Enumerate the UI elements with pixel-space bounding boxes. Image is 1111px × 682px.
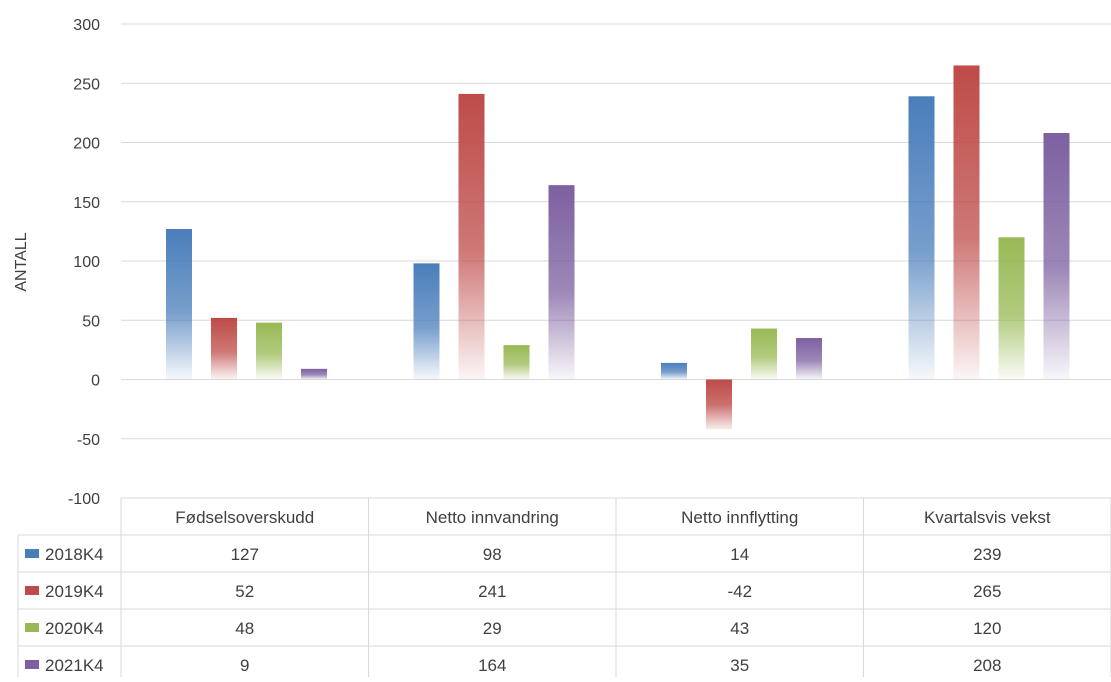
table-cell-value: 241 <box>478 582 506 601</box>
bar-2019K4-0 <box>211 317 237 380</box>
bar-2021K4-1 <box>548 185 575 380</box>
bar-2021K4-2 <box>796 338 822 380</box>
table-cell-value: 35 <box>730 656 749 675</box>
bar-2018K4-0 <box>166 229 192 380</box>
y-tick-label: -50 <box>77 432 100 449</box>
y-tick-label: 150 <box>73 195 100 212</box>
category-label: Fødselsoverskudd <box>175 508 314 527</box>
y-tick-label: 0 <box>91 373 100 390</box>
table-cell-value: 14 <box>730 545 749 564</box>
y-tick-label: -100 <box>68 491 100 508</box>
category-label: Netto innflytting <box>681 508 798 527</box>
y-tick-label: 250 <box>73 76 100 93</box>
series-name: 2019K4 <box>45 582 104 601</box>
table-cell-value: -42 <box>727 582 752 601</box>
bar-2020K4-2 <box>751 328 777 380</box>
table-cell-value: 265 <box>973 582 1001 601</box>
gridlines <box>121 23 1111 440</box>
table-cell-value: 208 <box>973 656 1001 675</box>
table-cell-value: 239 <box>973 545 1001 564</box>
y-tick-label: 100 <box>73 254 100 271</box>
bar-2021K4-0 <box>301 368 327 380</box>
table-cell-value: 43 <box>730 619 749 638</box>
bar-2018K4-3 <box>908 96 935 380</box>
y-axis-title: ANTALL <box>13 232 30 291</box>
table-cell-value: 52 <box>235 582 254 601</box>
table-cell-value: 127 <box>231 545 259 564</box>
bar-2020K4-3 <box>998 237 1025 380</box>
bar-2018K4-1 <box>413 263 440 380</box>
category-label: Kvartalsvis vekst <box>924 508 1051 527</box>
bar-2021K4-3 <box>1043 133 1070 380</box>
table-cell-value: 98 <box>483 545 502 564</box>
series-name: 2021K4 <box>45 656 104 675</box>
bar-2019K4-1 <box>458 93 485 380</box>
legend-key-2019K4 <box>25 586 39 595</box>
bar-2020K4-1 <box>503 345 530 380</box>
bar-2020K4-0 <box>256 322 282 380</box>
legend-key-2018K4 <box>25 549 39 558</box>
series-name: 2020K4 <box>45 619 104 638</box>
table-cell-value: 9 <box>240 656 249 675</box>
bar-2019K4-3 <box>953 65 980 380</box>
legend-key-2021K4 <box>25 660 39 669</box>
category-label: Netto innvandring <box>426 508 559 527</box>
table-cell-value: 164 <box>478 656 506 675</box>
bar-2019K4-2 <box>706 379 732 430</box>
bars <box>166 65 1070 430</box>
y-tick-label: 300 <box>73 17 100 34</box>
table-cell-value: 48 <box>235 619 254 638</box>
series-name: 2018K4 <box>45 545 104 564</box>
data-table: Fødselsoverskudd Netto innvandring Netto i… <box>17 497 1111 682</box>
y-tick-label: 200 <box>73 136 100 153</box>
y-axis: -100 -50 0 50 100 150 200 250 300 <box>68 17 100 508</box>
legend-key-2020K4 <box>25 623 39 632</box>
table-cell-value: 29 <box>483 619 502 638</box>
y-tick-label: 50 <box>82 313 100 330</box>
table-cell-value: 120 <box>973 619 1001 638</box>
bar-2018K4-2 <box>661 362 687 380</box>
